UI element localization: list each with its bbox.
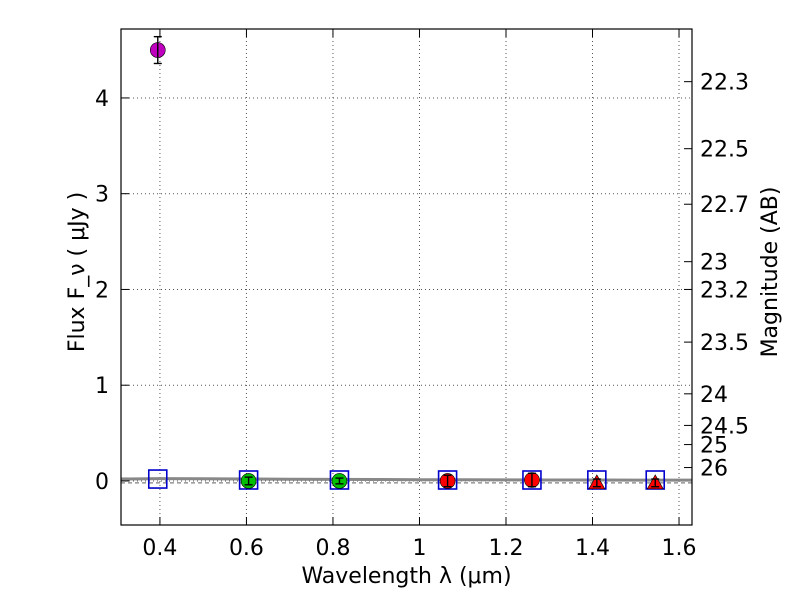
x-tick-label: 0.8 — [315, 536, 350, 561]
grid — [121, 29, 692, 525]
magnitude-tick-label: 25 — [700, 434, 728, 459]
x-tick-label: 0.4 — [142, 536, 177, 561]
y-tick-label: 4 — [95, 87, 109, 112]
x-tick-label: 1.2 — [488, 536, 523, 561]
x-tick-label: 1.4 — [575, 536, 610, 561]
magnitude-tick-label: 22.7 — [700, 193, 749, 218]
magnitude-tick-label: 23.2 — [700, 278, 749, 303]
magnitude-tick-label: 23 — [700, 251, 728, 276]
plot-frame — [120, 28, 693, 526]
model-square-marker — [238, 470, 259, 490]
sed-lines — [120, 477, 692, 484]
magnitude-tick-label: 22.3 — [700, 71, 749, 96]
model-square-marker — [522, 470, 542, 490]
model-square-marker — [437, 470, 458, 490]
axis-ticks: 0.4 0.6 0.8 1 1.2 1.4 1.60123422.322.522.72323… — [95, 29, 749, 561]
y-tick-label: 2 — [95, 278, 109, 303]
magnitude-tick-label: 24.5 — [700, 414, 749, 439]
y-axis-label-left: Flux F_ν ( μJy ) — [65, 192, 90, 352]
x-axis-label: Wavelength λ (μm) — [301, 564, 511, 589]
model-square-marker — [329, 470, 350, 490]
magnitude-tick-label: 22.5 — [700, 138, 749, 163]
y-tick-label: 3 — [95, 183, 109, 208]
x-tick-label: 1 — [412, 536, 426, 561]
magnitude-tick-label: 23.5 — [700, 331, 749, 356]
y-axis-label-right: Magnitude (AB) — [758, 187, 783, 358]
y-tick-label: 1 — [95, 374, 109, 399]
x-tick-label: 1.6 — [662, 536, 697, 561]
sed-model-line — [120, 477, 692, 482]
x-tick-label: 0.6 — [229, 536, 264, 561]
model-square-marker — [147, 469, 168, 489]
magnitude-tick-label: 26 — [700, 457, 728, 482]
magnitude-tick-label: 24 — [700, 383, 728, 408]
data-points — [149, 35, 664, 490]
y-tick-label: 0 — [95, 470, 109, 495]
